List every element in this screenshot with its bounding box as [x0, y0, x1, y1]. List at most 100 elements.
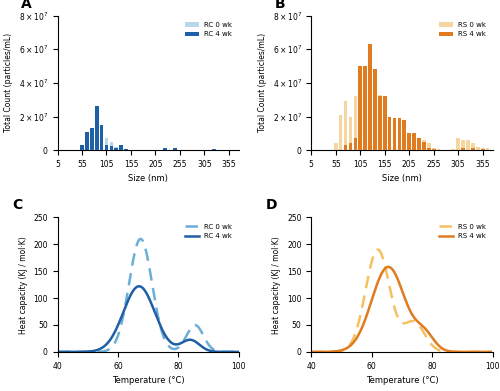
- Bar: [476, 147, 480, 150]
- RS 0 wk: [416, 322, 422, 327]
- Text: A: A: [21, 0, 32, 11]
- Bar: [354, 138, 357, 150]
- Bar: [481, 149, 484, 150]
- Bar: [378, 96, 382, 150]
- Bar: [402, 142, 406, 150]
- RS 0 wk: [490, 350, 496, 354]
- Bar: [392, 125, 396, 150]
- RS 4 wk: [490, 350, 496, 354]
- RS 4 wk: [416, 320, 422, 325]
- Bar: [392, 118, 396, 150]
- Y-axis label: Heat capacity (KJ / mol·K): Heat capacity (KJ / mol·K): [272, 236, 281, 334]
- Bar: [412, 138, 416, 150]
- Bar: [173, 149, 177, 150]
- Bar: [456, 138, 460, 150]
- Bar: [427, 143, 430, 150]
- Bar: [373, 70, 377, 150]
- Bar: [471, 149, 474, 150]
- RC 0 wk: [138, 237, 143, 241]
- RS 4 wk: [386, 265, 392, 269]
- Bar: [466, 140, 470, 150]
- Text: B: B: [275, 0, 285, 11]
- Bar: [90, 128, 94, 150]
- X-axis label: Size (nm): Size (nm): [382, 174, 422, 183]
- Legend: RC 0 wk, RC 4 wk: RC 0 wk, RC 4 wk: [182, 221, 236, 242]
- Bar: [388, 117, 392, 150]
- Bar: [85, 132, 88, 150]
- RC 0 wk: [101, 349, 107, 353]
- RS 4 wk: [355, 334, 361, 338]
- Bar: [358, 95, 362, 150]
- Bar: [388, 118, 392, 150]
- Legend: RS 0 wk, RS 4 wk: RS 0 wk, RS 4 wk: [436, 221, 489, 242]
- RS 0 wk: [390, 302, 396, 307]
- RC 4 wk: [236, 350, 242, 354]
- X-axis label: Size (nm): Size (nm): [128, 174, 168, 183]
- Bar: [398, 138, 402, 150]
- RC 0 wk: [162, 337, 168, 342]
- Line: RS 4 wk: RS 4 wk: [311, 267, 492, 352]
- Bar: [437, 149, 440, 150]
- RS 4 wk: [430, 336, 436, 341]
- Bar: [100, 137, 103, 150]
- Bar: [481, 149, 484, 150]
- Bar: [90, 138, 94, 150]
- RC 0 wk: [236, 350, 242, 354]
- Bar: [120, 145, 123, 150]
- RS 4 wk: [390, 269, 396, 273]
- Bar: [402, 120, 406, 150]
- Line: RC 0 wk: RC 0 wk: [58, 239, 239, 352]
- Bar: [339, 115, 342, 150]
- Bar: [462, 149, 465, 150]
- RS 0 wk: [430, 343, 436, 348]
- RC 4 wk: [192, 339, 198, 343]
- RS 4 wk: [308, 350, 314, 354]
- RC 4 wk: [176, 342, 182, 346]
- Bar: [120, 148, 123, 150]
- Bar: [212, 149, 216, 150]
- RS 4 wk: [445, 349, 451, 353]
- Y-axis label: Total Count (particles/mL): Total Count (particles/mL): [4, 33, 13, 133]
- RC 4 wk: [86, 349, 92, 354]
- Bar: [104, 138, 108, 150]
- Bar: [422, 140, 426, 150]
- Text: C: C: [12, 198, 22, 212]
- Bar: [427, 149, 430, 150]
- RC 4 wk: [137, 284, 143, 289]
- RC 0 wk: [192, 323, 198, 327]
- Y-axis label: Total Count (particles/mL): Total Count (particles/mL): [258, 33, 267, 133]
- Bar: [417, 140, 421, 150]
- Text: D: D: [266, 198, 278, 212]
- RS 0 wk: [308, 350, 314, 354]
- RC 0 wk: [136, 237, 142, 242]
- RS 4 wk: [340, 347, 346, 352]
- RS 0 wk: [375, 247, 381, 252]
- RC 4 wk: [162, 332, 168, 337]
- RS 0 wk: [445, 350, 451, 354]
- Bar: [373, 70, 377, 150]
- Bar: [462, 140, 465, 150]
- Bar: [408, 140, 411, 150]
- RC 0 wk: [176, 345, 182, 350]
- RS 0 wk: [355, 323, 361, 328]
- Bar: [368, 66, 372, 150]
- Bar: [348, 143, 352, 150]
- Bar: [422, 142, 426, 150]
- Bar: [432, 149, 436, 150]
- Bar: [383, 96, 386, 150]
- Bar: [408, 133, 411, 150]
- Bar: [398, 118, 402, 150]
- Line: RS 0 wk: RS 0 wk: [311, 249, 492, 352]
- Bar: [95, 130, 98, 150]
- Bar: [412, 133, 416, 150]
- RC 0 wk: [86, 350, 92, 354]
- Bar: [100, 125, 103, 150]
- Bar: [124, 149, 128, 150]
- Bar: [358, 66, 362, 150]
- Bar: [417, 138, 421, 150]
- Bar: [452, 149, 455, 150]
- RS 0 wk: [340, 348, 346, 352]
- Bar: [432, 149, 436, 150]
- RC 4 wk: [54, 350, 60, 354]
- Bar: [334, 143, 338, 150]
